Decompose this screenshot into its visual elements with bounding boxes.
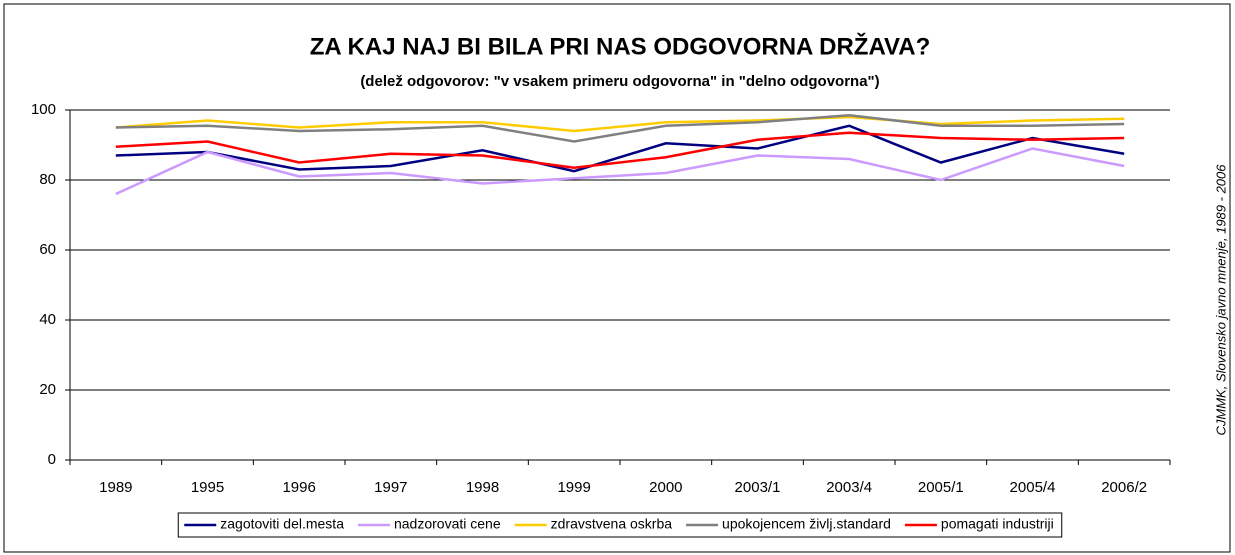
legend-label: nadzorovati cene	[394, 516, 501, 532]
legend-label: zagotoviti del.mesta	[220, 516, 344, 532]
series-line	[115, 113, 1125, 143]
x-tick-label: 2005/4	[1010, 479, 1056, 496]
x-tick-label: 1997	[374, 479, 407, 496]
series-line	[115, 124, 1125, 173]
y-tick-label: 0	[48, 451, 56, 468]
x-tick-label: 1989	[99, 479, 132, 496]
y-tick-label: 40	[39, 311, 56, 328]
y-tick-label: 100	[31, 101, 56, 118]
series-line	[115, 147, 1125, 196]
source-note: CJMMK, Slovensko javno mnenje, 1989 - 20…	[1213, 164, 1228, 436]
x-tick-label: 1996	[282, 479, 315, 496]
legend-label: zdravstvena oskrba	[551, 516, 673, 532]
series-line	[115, 115, 1125, 133]
x-tick-label: 2005/1	[918, 479, 964, 496]
x-tick-label: 1998	[466, 479, 499, 496]
x-tick-label: 1995	[191, 479, 224, 496]
chart-border	[3, 3, 1231, 553]
chart-title: ZA KAJ NAJ BI BILA PRI NAS ODGOVORNA DRŽ…	[310, 32, 930, 60]
x-tick-label: 2006/2	[1101, 479, 1147, 496]
x-tick-label: 2003/1	[735, 479, 781, 496]
chart-subtitle: (delež odgovorov: "v vsakem primeru odgo…	[360, 73, 879, 90]
y-tick-label: 60	[39, 241, 56, 258]
series-line	[115, 131, 1125, 170]
x-tick-label: 1999	[557, 479, 590, 496]
legend-label: upokojencem življ.standard	[722, 516, 891, 532]
y-tick-label: 80	[39, 171, 56, 188]
legend-label: pomagati industriji	[941, 516, 1054, 532]
y-tick-label: 20	[39, 381, 56, 398]
x-tick-label: 2000	[649, 479, 682, 496]
x-tick-label: 2003/4	[826, 479, 872, 496]
